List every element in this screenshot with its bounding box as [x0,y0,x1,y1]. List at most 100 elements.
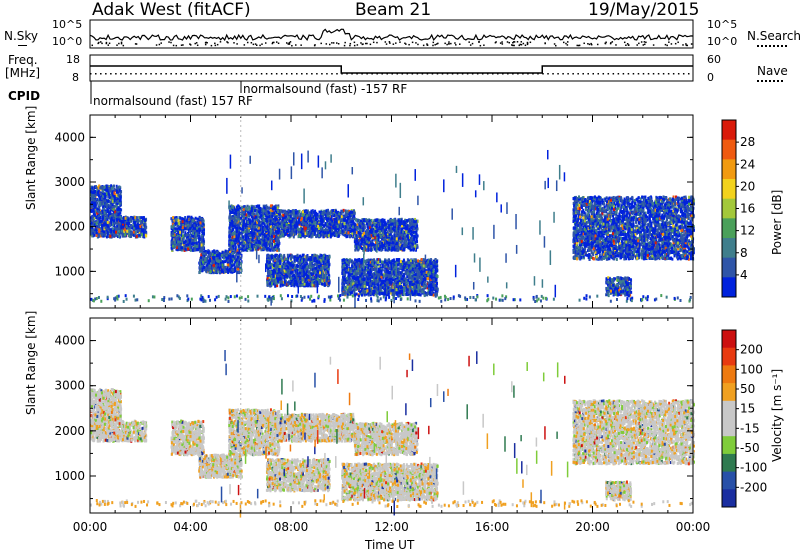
nsearch-dot [423,45,425,47]
nave-dot [130,73,132,75]
nsearch-dot [116,44,118,46]
nave-dot [467,73,469,75]
echo-cell [91,222,93,225]
nave-dot [175,73,177,75]
echo-cell [92,215,94,218]
nsearch-dot [612,41,614,43]
nsearch-dot [290,41,292,43]
nave-dot [668,73,670,75]
nave-dot [105,73,107,75]
nave-dot [462,73,464,75]
echo-cell [143,233,145,236]
echo-cell [94,190,96,193]
nave-dot [326,73,328,75]
nsearch-dot [472,43,474,45]
nsearch-dot [272,42,274,44]
nsearch-dot [251,42,253,44]
nsearch-dot [176,45,178,47]
nsearch-dot [509,42,511,44]
nsearch-dot [426,43,428,45]
nave-dot [125,73,127,75]
nsearch-dot [276,41,278,43]
echo-cell [128,234,130,237]
echo-cell [91,186,93,189]
nsearch-dot [671,43,673,45]
echo-cell [110,204,112,207]
nsearch-dot [554,43,556,45]
nave-dot [623,73,625,75]
echo-cell [119,202,121,205]
nsearch-dot [644,41,646,43]
nsearch-dot [434,44,436,46]
nsearch-dot [118,43,120,45]
nave-dot [256,73,258,75]
nsearch-dot [587,43,589,45]
echo-cell [104,199,106,202]
echo-cell [139,225,141,228]
nsearch-dot [136,43,138,45]
nsearch-dot [376,42,378,44]
nsearch-dot [121,42,123,44]
echo-cell [91,194,93,197]
nsearch-dot [233,42,235,44]
nave-dot [412,73,414,75]
nsearch-dot [513,45,515,47]
nsearch-dot [360,42,362,44]
nsearch-dot [417,44,419,46]
echo-cell [124,233,126,236]
echo-cell [101,197,103,200]
echo-cell [144,219,146,222]
echo-cell [115,234,117,237]
echo-cell [117,200,119,203]
nsearch-dot [389,41,391,43]
nsearch-dot [627,43,629,45]
nsearch-dot [366,43,368,45]
nave-dot [587,73,589,75]
nsearch-dot [523,43,525,45]
echo-cell [142,217,144,220]
echo-cell [107,221,109,224]
echo-cell [92,201,94,204]
echo-cell [110,221,112,224]
nsearch-dot [597,44,599,46]
nave-dot [457,73,459,75]
echo-cell [117,222,119,225]
nave-dot [537,73,539,75]
rti-plot-svg: 1000200030004000 100020003000400000:00 04… [0,0,800,554]
nsky-panel-frame [90,20,693,48]
nave-dot [472,73,474,75]
echo-cell [145,226,147,229]
nsearch-dot [227,42,229,44]
nsearch-dot [636,44,638,46]
nsearch-dot [109,43,111,45]
nsearch-dot [691,43,693,45]
nsearch-dot [326,43,328,45]
echo-cell [145,223,147,226]
echo-cell [107,200,109,203]
nave-dot [492,73,494,75]
nave-dot [236,73,238,75]
nave-dot [211,73,213,75]
nave-dot [296,73,298,75]
echo-cell [93,194,95,197]
nsearch-dot [502,43,504,45]
echo-cell [120,193,122,196]
echo-cell [119,188,121,191]
nave-dot [658,73,660,75]
nave-dot [160,73,162,75]
echo-cell [141,221,143,224]
nave-dot [155,73,157,75]
echo-cell [128,222,130,225]
nsearch-dot [314,45,316,47]
nave-dot [447,73,449,75]
nsearch-dot [675,43,677,45]
nave-dot [206,73,208,75]
nsearch-dot [448,41,450,43]
echo-cell [121,230,123,233]
echo-cell [126,230,128,233]
nsearch-dot [555,45,557,47]
nave-dot [301,73,303,75]
nave-dot [688,73,690,75]
echo-cell [106,235,108,238]
nsearch-dot [350,43,352,45]
